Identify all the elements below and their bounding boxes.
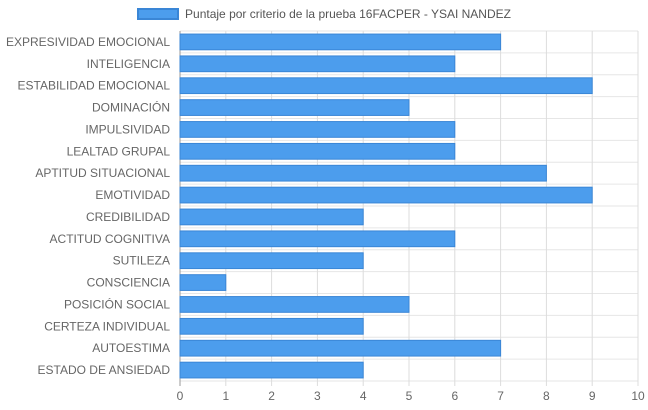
bar xyxy=(179,33,502,51)
category-label: CREDIBILIDAD xyxy=(86,210,170,224)
bar xyxy=(179,208,364,226)
x-tick-label: 8 xyxy=(543,389,550,403)
bar xyxy=(179,121,456,138)
x-tick-label: 10 xyxy=(631,389,645,403)
x-tick-label: 2 xyxy=(268,389,275,403)
bar xyxy=(179,339,502,357)
category-label: ESTADO DE ANSIEDAD xyxy=(38,363,171,377)
x-tick-label: 5 xyxy=(406,389,413,403)
bar xyxy=(179,142,456,160)
category-label: ESTABILIDAD EMOCIONAL xyxy=(18,79,171,93)
category-label: APTITUD SITUACIONAL xyxy=(35,166,170,180)
category-label: CERTEZA INDIVIDUAL xyxy=(44,319,170,333)
chart-legend[interactable]: Puntaje por criterio de la prueba 16FACP… xyxy=(0,7,648,21)
bar xyxy=(179,164,547,182)
bar xyxy=(179,361,364,379)
category-label: ACTITUD COGNITIVA xyxy=(50,232,170,246)
bar xyxy=(179,252,364,270)
bar xyxy=(179,274,227,291)
x-tick-label: 6 xyxy=(451,389,458,403)
bar xyxy=(179,296,410,313)
category-label: IMPULSIVIDAD xyxy=(85,122,170,136)
category-label: INTELIGENCIA xyxy=(87,57,170,71)
bar xyxy=(179,55,456,73)
bar xyxy=(179,186,593,204)
category-label: EXPRESIVIDAD EMOCIONAL xyxy=(6,35,170,49)
bar xyxy=(179,99,410,116)
x-tick-label: 7 xyxy=(497,389,504,403)
x-tick-label: 1 xyxy=(222,389,229,403)
category-label: DOMINACIÓN xyxy=(92,100,170,115)
category-label: LEALTAD GRUPAL xyxy=(67,144,171,158)
bar xyxy=(179,317,364,335)
x-tick-label: 4 xyxy=(360,389,367,403)
category-label: CONSCIENCIA xyxy=(87,276,170,290)
x-tick-label: 0 xyxy=(177,389,184,403)
x-tick-label: 9 xyxy=(589,389,596,403)
bar xyxy=(179,230,456,248)
x-tick-label: 3 xyxy=(314,389,321,403)
category-label: POSICIÓN SOCIAL xyxy=(64,296,170,311)
category-label: EMOTIVIDAD xyxy=(95,188,170,202)
category-label: SUTILEZA xyxy=(113,254,170,268)
bar xyxy=(179,77,593,95)
category-label: AUTOESTIMA xyxy=(92,341,170,355)
legend-swatch xyxy=(137,8,180,20)
legend-label: Puntaje por criterio de la prueba 16FACP… xyxy=(185,7,511,21)
